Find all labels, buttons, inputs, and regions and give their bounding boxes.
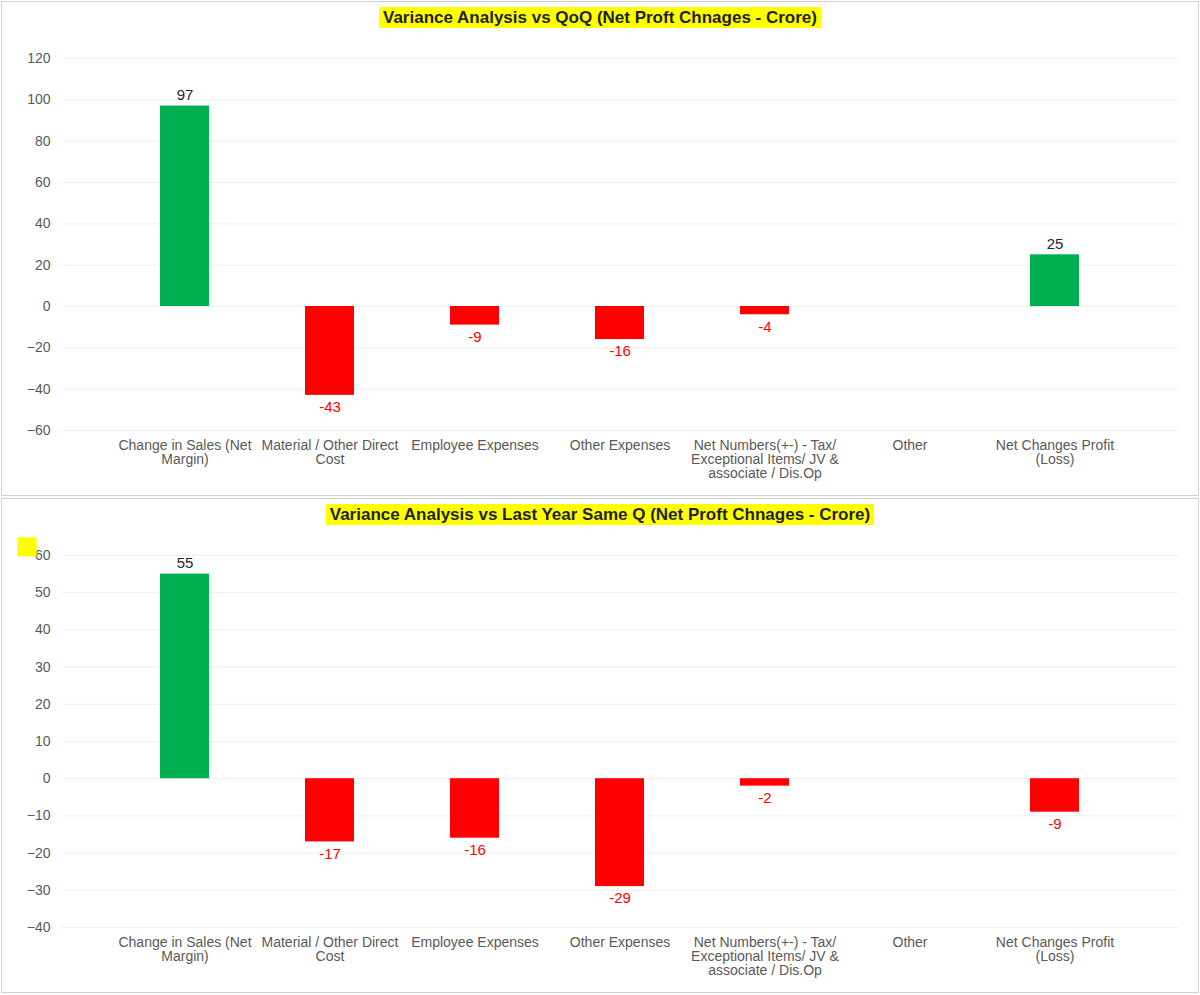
svg-text:Employee Expenses: Employee Expenses <box>411 437 539 453</box>
svg-text:55: 55 <box>177 554 194 571</box>
svg-text:60: 60 <box>35 547 51 563</box>
svg-text:40: 40 <box>35 215 51 231</box>
svg-text:120: 120 <box>27 50 51 66</box>
svg-text:-29: -29 <box>609 889 631 906</box>
svg-text:−30: −30 <box>27 882 51 898</box>
svg-text:80: 80 <box>35 133 51 149</box>
svg-text:20: 20 <box>35 257 51 273</box>
svg-text:60: 60 <box>35 174 51 190</box>
svg-text:Other Expenses: Other Expenses <box>570 437 670 453</box>
svg-text:−40: −40 <box>27 919 51 935</box>
svg-text:Material / Other DirectCost: Material / Other DirectCost <box>262 437 399 467</box>
svg-text:10: 10 <box>35 733 51 749</box>
html-text:Variance Analysis vs QoQ (Net: Variance Analysis vs QoQ (Net Proft Chna… <box>383 8 817 27</box>
svg-text:−20: −20 <box>27 339 51 355</box>
svg-text:-17: -17 <box>319 845 341 862</box>
svg-text:Other: Other <box>892 934 927 950</box>
svg-text:−40: −40 <box>27 381 51 397</box>
svg-text:-16: -16 <box>609 342 631 359</box>
svg-text:-2: -2 <box>758 789 771 806</box>
svg-text:-43: -43 <box>319 398 341 415</box>
svg-text:0: 0 <box>43 298 51 314</box>
svg-text:Net Numbers(+-) - Tax/Exceptio: Net Numbers(+-) - Tax/Exceptional Items/… <box>691 437 840 481</box>
svg-text:Other: Other <box>892 437 927 453</box>
html-text:Variance Analysis vs Last Year: Variance Analysis vs Last Year Same Q (N… <box>329 505 871 524</box>
svg-text:-16: -16 <box>464 841 486 858</box>
svg-text:−60: −60 <box>27 422 51 438</box>
svg-text:-9: -9 <box>468 328 481 345</box>
svg-text:Other Expenses: Other Expenses <box>570 934 670 950</box>
svg-text:0: 0 <box>43 770 51 786</box>
svg-text:Employee Expenses: Employee Expenses <box>411 934 539 950</box>
svg-text:30: 30 <box>35 659 51 675</box>
svg-text:50: 50 <box>35 584 51 600</box>
svg-text:Net Numbers(+-) - Tax/Exceptio: Net Numbers(+-) - Tax/Exceptional Items/… <box>691 934 840 978</box>
svg-text:Material / Other DirectCost: Material / Other DirectCost <box>262 934 399 964</box>
svg-text:100: 100 <box>27 91 51 107</box>
svg-text:20: 20 <box>35 696 51 712</box>
svg-text:40: 40 <box>35 621 51 637</box>
svg-text:25: 25 <box>1047 235 1064 252</box>
svg-text:Net Changes Profit(Loss): Net Changes Profit(Loss) <box>996 437 1114 467</box>
svg-text:-4: -4 <box>758 318 771 335</box>
svg-text:−20: −20 <box>27 845 51 861</box>
svg-text:−10: −10 <box>27 807 51 823</box>
svg-text:Change in Sales (NetMargin): Change in Sales (NetMargin) <box>118 437 251 467</box>
svg-text:-9: -9 <box>1048 815 1061 832</box>
svg-text:97: 97 <box>177 86 194 103</box>
svg-text:Change in Sales (NetMargin): Change in Sales (NetMargin) <box>118 934 251 964</box>
svg-text:Net Changes Profit(Loss): Net Changes Profit(Loss) <box>996 934 1114 964</box>
